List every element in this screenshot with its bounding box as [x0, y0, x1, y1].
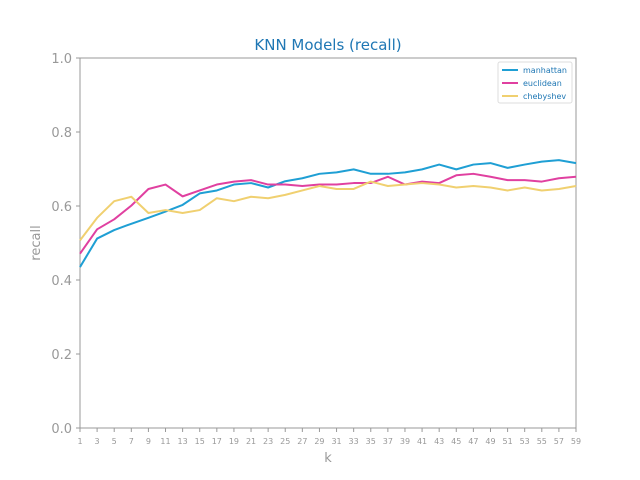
legend-label-euclidean: euclidean	[523, 79, 562, 88]
x-tick-label: 33	[349, 437, 359, 446]
series-line-euclidean	[79, 172, 577, 255]
y-tick-label: 0.2	[51, 348, 72, 363]
y-tick-label: 0.8	[51, 126, 72, 141]
legend-label-manhattan: manhattan	[523, 66, 567, 75]
plot-area	[79, 57, 577, 429]
x-tick-label: 45	[451, 437, 461, 446]
x-tick-label: 23	[263, 437, 273, 446]
x-tick-label: 35	[366, 437, 376, 446]
legend-box	[497, 61, 573, 104]
x-tick-label: 41	[417, 437, 427, 446]
y-tick-label: 0.4	[51, 274, 72, 289]
x-tick-label: 21	[246, 437, 256, 446]
x-tick-label: 17	[212, 437, 222, 446]
x-tick-label: 59	[571, 437, 581, 446]
series-line-manhattan	[79, 159, 577, 268]
legend: manhattan euclidean chebyshev	[497, 61, 573, 104]
chart-title: KNN Models (recall)	[254, 36, 401, 54]
x-tick-label: 53	[520, 437, 530, 446]
x-tick-label: 47	[468, 437, 478, 446]
series-lines	[79, 159, 577, 268]
y-tick-label: 0.6	[51, 200, 72, 215]
x-tick-label: 55	[537, 437, 547, 446]
x-tick-label: 25	[280, 437, 290, 446]
x-tick-label: 3	[95, 437, 100, 446]
x-tick-label: 15	[195, 437, 205, 446]
x-tick-label: 39	[400, 437, 410, 446]
y-axis-ticks: 0.0 0.2 0.4 0.6 0.8 1.0	[51, 52, 80, 437]
x-tick-label: 43	[434, 437, 444, 446]
x-tick-label: 29	[314, 437, 324, 446]
y-tick-label: 1.0	[51, 52, 72, 67]
x-tick-label: 11	[160, 437, 170, 446]
x-tick-label: 57	[554, 437, 564, 446]
x-tick-label: 19	[229, 437, 239, 446]
y-axis-label: recall	[29, 225, 44, 260]
x-tick-label: 13	[178, 437, 188, 446]
x-tick-label: 37	[383, 437, 393, 446]
series-line-chebyshev	[79, 180, 577, 242]
x-axis-label: k	[324, 451, 332, 466]
x-tick-label: 51	[502, 437, 512, 446]
x-tick-label: 7	[129, 437, 134, 446]
x-tick-label: 5	[112, 437, 117, 446]
x-tick-label: 31	[331, 437, 341, 446]
legend-label-chebyshev: chebyshev	[523, 92, 566, 101]
x-tick-label: 9	[146, 437, 151, 446]
x-tick-label: 27	[297, 437, 307, 446]
y-tick-label: 0.0	[51, 422, 72, 437]
x-tick-label: 49	[485, 437, 495, 446]
x-axis-ticks: 1 3 5 7 9 11 13 15 17 19 21 23 25 27 29 31 33 35 37 39 41 43 4…	[77, 428, 581, 446]
x-tick-label: 1	[77, 437, 82, 446]
